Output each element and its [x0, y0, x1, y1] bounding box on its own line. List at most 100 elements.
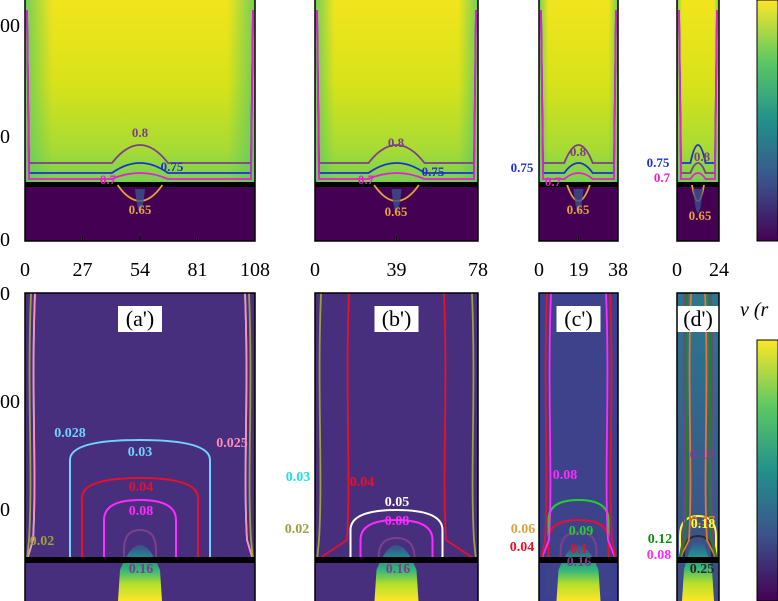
contour-0_75	[540, 9, 617, 174]
contour-label: 0.25	[690, 562, 715, 577]
contour-side-0_04	[540, 292, 617, 561]
wall-line	[677, 557, 719, 563]
x-tick-label: 81	[188, 259, 208, 281]
contour-label: 0.16	[386, 562, 411, 577]
contour-0_8	[26, 9, 254, 164]
panel-top-a: 0.8 0.75 0.7 0.65 0 27 54 81 108	[20, 0, 270, 281]
panel-top-d: 0.75 0.8 0.7 0.65 0 24	[647, 0, 729, 281]
contour-0_75	[316, 9, 477, 174]
y-tick-label: 0	[0, 499, 10, 521]
contour-0_75	[678, 9, 718, 164]
contour-0_08	[103, 498, 177, 560]
colorbar-bottom	[756, 339, 778, 601]
contour-label: 0.65	[567, 202, 590, 217]
contour-side-0_04	[316, 292, 477, 561]
contour-label: 0.75	[647, 155, 670, 170]
panel-title: (d')	[683, 306, 713, 331]
contour-0_8	[316, 9, 477, 164]
field-edge	[677, 0, 719, 185]
contour-0_8	[678, 9, 718, 174]
contour-label: 0.16	[567, 555, 592, 570]
contour-label: 0.16	[129, 562, 154, 577]
wall-line	[25, 182, 255, 187]
contour-label: 0.8	[388, 135, 405, 150]
colorbar-top	[756, 0, 778, 242]
contour-0_7	[316, 9, 477, 180]
panel-frame	[314, 292, 479, 601]
x-tick-label: 38	[608, 259, 628, 281]
contour-label: 0.08	[553, 468, 578, 483]
x-tick-label: 27	[73, 259, 93, 281]
contour-label: 0.06	[511, 522, 536, 537]
panel-title: (a')	[126, 306, 154, 331]
contour-label: 0.12	[648, 532, 673, 547]
x-tick-label: 78	[468, 259, 488, 281]
plume	[573, 189, 584, 213]
contour-0_75	[26, 9, 254, 174]
y-tick-label: 00	[0, 391, 20, 413]
contour-side-0_16	[678, 292, 718, 561]
x-tick-label: 0	[534, 259, 544, 281]
field-edge	[315, 0, 478, 185]
contour-0_08	[359, 518, 434, 560]
contour-0_16	[123, 528, 157, 560]
panel-title: (b')	[382, 306, 412, 331]
contour-0_03	[69, 438, 211, 560]
y-tick-label: 0	[0, 229, 10, 251]
contour-label: 0.7	[358, 172, 375, 187]
plume	[693, 189, 703, 213]
panel-top-b: 0.8 0.75 0.7 0.65 0 39 78	[310, 0, 488, 281]
x-tick-label: 24	[709, 259, 729, 281]
x-tick-label: 54	[130, 259, 150, 281]
jet	[682, 540, 714, 601]
colorbar-label: v (r	[740, 299, 769, 321]
wall-line	[315, 182, 478, 187]
panel-bottom-1: 0.03 0.04 0.05 0.08 0.02 0.16 (b')	[285, 292, 479, 601]
contour-label: 0.08	[129, 504, 154, 519]
contour-0_18	[679, 514, 717, 560]
plume	[391, 189, 402, 213]
contour-0_8	[540, 9, 617, 164]
panel-frame	[24, 292, 256, 601]
contour-label: 0.04	[129, 480, 154, 495]
panel-bottom-2: 0.08 0.09 0.06 0.1 0.04 0.16 (c')	[510, 292, 619, 601]
contour-0_7	[540, 9, 617, 180]
contour-label: 0.8	[570, 144, 587, 159]
wall-line	[677, 182, 719, 187]
contour-label: 0.7	[100, 172, 117, 187]
contour-side-0_17	[678, 292, 718, 561]
plume	[135, 189, 145, 213]
wall-line	[539, 182, 618, 187]
contour-0_7	[26, 9, 254, 180]
contour-label: 0.65	[129, 202, 152, 217]
contour-0_05	[349, 508, 444, 560]
x-tick-label: 0	[20, 259, 30, 281]
wall-line	[315, 557, 478, 563]
panel-bottom-0: 0.028 0.03 0.025 0.04 0.08 0.02 0.16 (a')	[24, 292, 256, 601]
contour-label: 0.17	[691, 514, 716, 529]
contour-label: 0.16	[690, 448, 715, 463]
contour-label: 0.04	[510, 540, 535, 555]
x-tick-label: 0	[672, 259, 682, 281]
panel-top-c: 0.8 0.75 0.7 0.65 0 19 38	[511, 0, 628, 281]
contour-label: 0.025	[216, 436, 248, 451]
contour-label: 0.09	[569, 524, 594, 539]
contour-label: 0.7	[545, 174, 562, 189]
contour-label: 0.75	[511, 160, 534, 175]
x-tick-label: 0	[310, 259, 320, 281]
panel-title-box	[676, 306, 720, 332]
field-edge	[25, 0, 255, 185]
contour-label: 0.02	[30, 534, 55, 549]
contour-side-0_02	[26, 292, 254, 561]
panel-bottom-3: 0.16 0.170.18 0.120.08 0.25 (d')	[647, 292, 720, 601]
y-tick-label: 0	[0, 126, 10, 148]
contour-label: 0.65	[689, 208, 712, 223]
x-tick-label: 108	[240, 259, 270, 281]
contour-label: 0.05	[385, 495, 410, 510]
contour-label: 0.03	[128, 445, 153, 460]
contour-side-0_08	[540, 292, 617, 561]
contour-side-0_12	[678, 292, 718, 561]
contour-label: 0.03	[286, 470, 311, 485]
contour-label: 0.028	[54, 426, 86, 441]
